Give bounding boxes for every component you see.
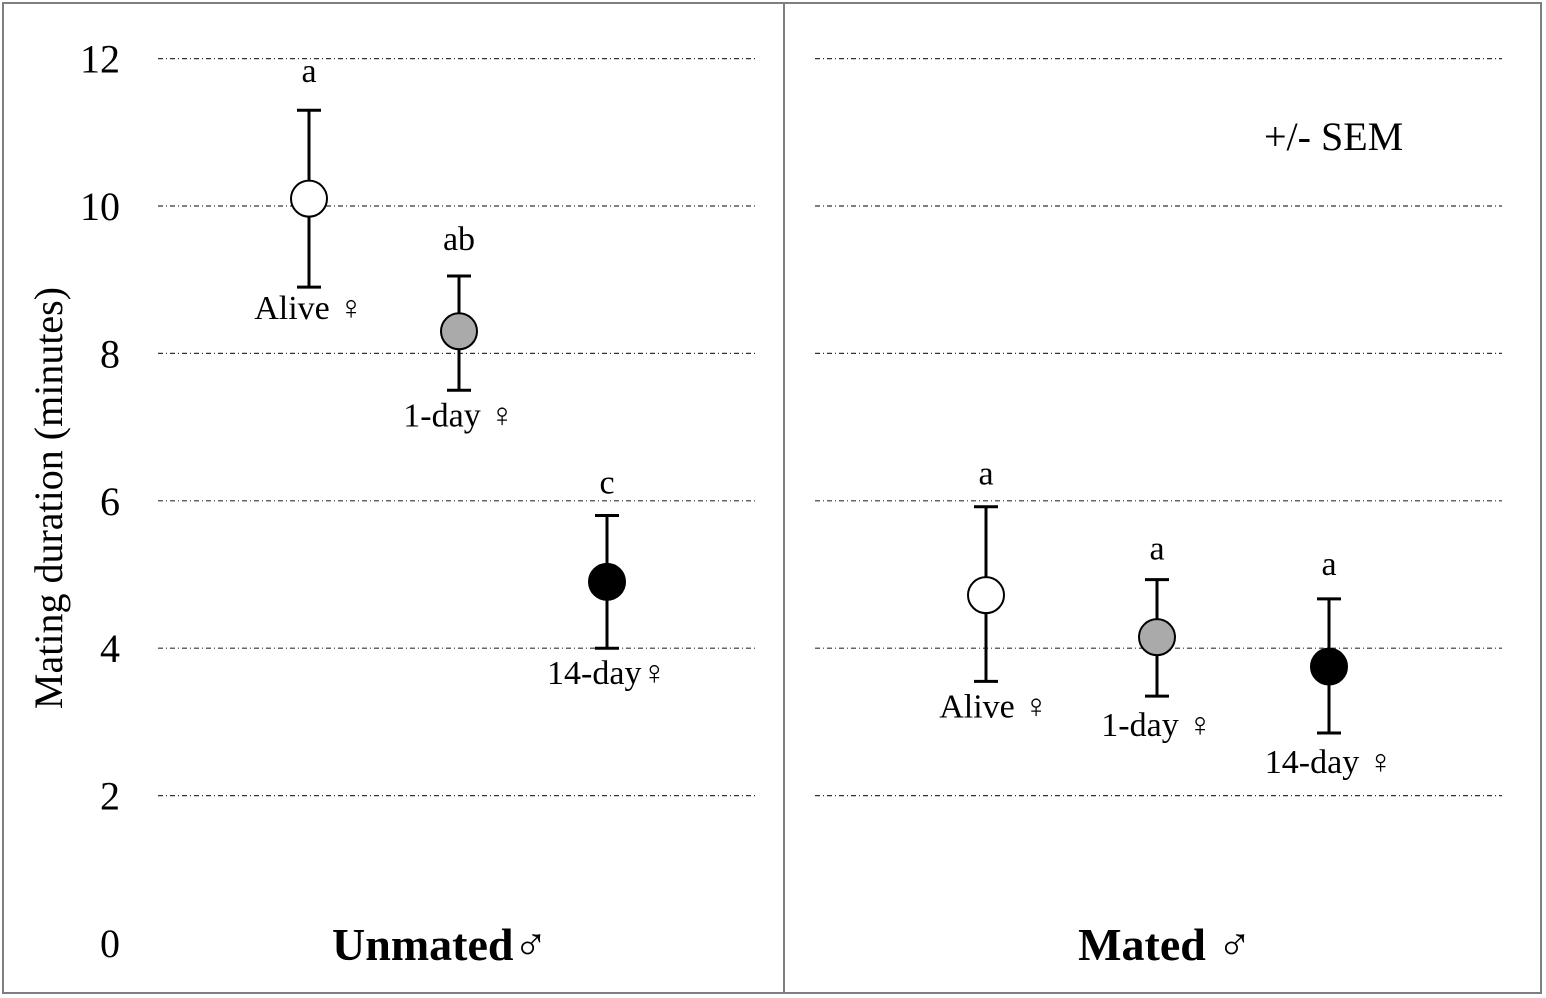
significance-letter-2-2: a: [1149, 531, 1164, 568]
y-tick-label-0: 0: [100, 921, 120, 966]
significance-letter-1-1: a: [301, 53, 316, 90]
y-tick-label-2: 2: [100, 774, 120, 819]
data-point-1-3: [588, 562, 626, 601]
y-tick-label-6: 6: [100, 479, 120, 524]
grid-lines: [158, 57, 1502, 797]
y-tick-label-4: 4: [100, 626, 120, 671]
significance-letter-2-1: a: [978, 456, 993, 493]
significance-letter-1-3: c: [599, 465, 614, 502]
sem-note: +/- SEM: [1264, 114, 1403, 159]
data-point-2-3: [1310, 647, 1348, 686]
panel-title-1: Unmated♂: [332, 919, 548, 970]
point-label-1-3: 14-day♀: [547, 655, 667, 692]
point-label-1-2: 1-day ♀: [403, 397, 514, 434]
point-label-2-2: 1-day ♀: [1101, 707, 1212, 744]
significance-letter-2-3: a: [1321, 546, 1336, 583]
panel-title-2: Mated ♂: [1078, 919, 1252, 970]
significance-letter-1-2: ab: [443, 221, 475, 258]
data-points: a Alive ♀ ab 1-day ♀ c 14-day♀ a Alive ♀ a 1-day …: [254, 53, 1393, 781]
y-tick-label-8: 8: [100, 331, 120, 376]
panel-titles: Unmated♂ Mated ♂: [332, 919, 1252, 970]
point-label-2-3: 14-day ♀: [1265, 744, 1393, 781]
data-point-2-2: [1138, 618, 1176, 657]
y-tick-label-12: 12: [80, 37, 120, 82]
data-point-1-2: [440, 312, 478, 351]
data-point-2-1: [967, 576, 1005, 615]
point-label-2-1: Alive ♀: [939, 688, 1049, 725]
y-tick-label-10: 10: [80, 184, 120, 229]
y-tick-labels: 0 2 4 6 8 10 12: [80, 37, 120, 966]
point-label-1-1: Alive ♀: [254, 290, 364, 327]
data-point-1-1: [290, 179, 328, 218]
y-axis-title: Mating duration (minutes): [26, 287, 71, 709]
